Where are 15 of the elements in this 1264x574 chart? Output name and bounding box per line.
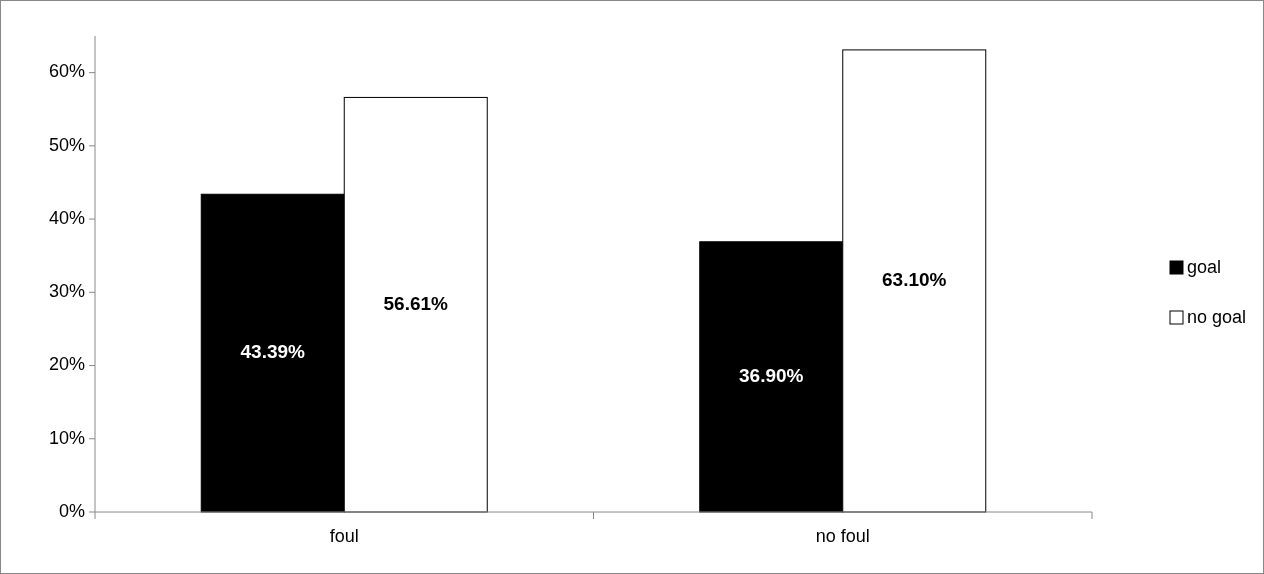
x-tick-label: no foul	[815, 526, 870, 546]
y-tick-label: 0%	[58, 500, 85, 521]
y-tick-label: 10%	[48, 427, 85, 448]
y-tick-label: 30%	[48, 281, 85, 302]
data-label: 63.10%	[882, 268, 947, 290]
data-label: 56.61%	[383, 292, 449, 314]
legend-label: goal	[1187, 256, 1222, 277]
y-tick-label: 20%	[48, 354, 85, 375]
legend-label: no goal	[1187, 306, 1247, 327]
y-tick-label: 40%	[48, 207, 85, 228]
data-label: 36.90%	[739, 364, 804, 386]
y-tick-label: 50%	[48, 134, 85, 155]
y-tick-label: 60%	[48, 61, 85, 82]
data-label: 43.39%	[240, 341, 306, 363]
x-tick-label: foul	[329, 526, 359, 546]
